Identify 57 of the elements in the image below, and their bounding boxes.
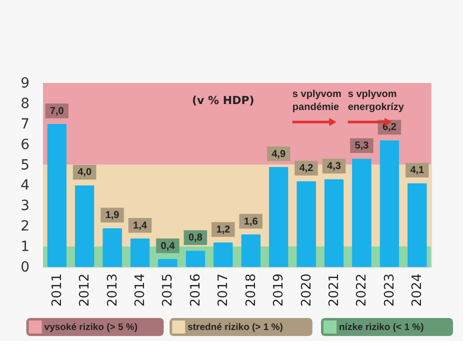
legend-label: vysoké riziko (> 5 %) (44, 322, 138, 333)
y-tick-label: 6 (20, 136, 30, 153)
legend-label: stredné riziko (> 1 %) (188, 322, 283, 333)
y-tick-label: 3 (20, 198, 30, 214)
data-label: 4,3 (327, 161, 342, 172)
annotation: s vplyvom pandémie (292, 89, 342, 113)
legend-label: nízke riziko (< 1 %) (339, 322, 424, 333)
data-label: 4,0 (78, 167, 92, 178)
x-tick-label: 2021 (327, 274, 342, 307)
bar (47, 124, 67, 267)
bar (74, 185, 94, 267)
x-tick-label: 2023 (382, 274, 398, 307)
data-label: 0,8 (188, 232, 203, 244)
y-tick-label: 7 (20, 116, 30, 132)
x-tick-label: 2011 (50, 274, 65, 307)
bar (213, 242, 233, 267)
y-tick-label: 0 (20, 260, 30, 276)
data-label: 1,4 (133, 220, 148, 232)
x-tick-label: 2017 (216, 274, 232, 307)
data-label: 1,6 (244, 216, 258, 228)
data-label: 5,3 (354, 140, 370, 152)
x-tick-label: 2018 (244, 274, 259, 307)
data-label: 0,4 (160, 240, 176, 252)
bar (352, 158, 372, 267)
annotation: s vplyvom energokrízy (348, 89, 404, 113)
x-tick-label: 2013 (105, 274, 120, 307)
data-label: 4,9 (272, 148, 286, 160)
x-tick-label: 2016 (188, 274, 204, 307)
bar (296, 181, 316, 267)
x-tick-label: 2015 (160, 274, 176, 307)
bar (380, 140, 400, 267)
x-tick-label: 2019 (272, 274, 287, 307)
x-tick-label: 2020 (299, 274, 314, 307)
bar (102, 228, 122, 267)
data-label: 4,1 (410, 165, 425, 176)
x-tick-label: 2014 (133, 274, 148, 307)
x-tick-label: 2012 (78, 274, 93, 307)
bar (186, 250, 206, 267)
bar (407, 183, 427, 267)
annotation: (v % HDP) (192, 94, 254, 107)
data-label: 1,9 (105, 210, 120, 222)
y-tick-label: 9 (20, 76, 30, 92)
y-tick-label: 4 (20, 178, 30, 194)
bar (268, 166, 288, 267)
data-label: 1,2 (216, 224, 231, 236)
data-label: 7,0 (50, 106, 64, 117)
bar (158, 258, 178, 267)
bar (130, 238, 150, 267)
y-tick-label: 8 (20, 96, 30, 112)
bar (324, 179, 344, 267)
y-tick-label: 2 (20, 218, 30, 235)
y-tick-label: 5 (20, 157, 30, 174)
y-tick-label: 1 (20, 239, 30, 256)
x-tick-label: 2022 (354, 274, 370, 307)
data-label: 4,2 (299, 163, 314, 174)
bar (241, 234, 261, 267)
x-tick-label: 2024 (410, 274, 426, 307)
